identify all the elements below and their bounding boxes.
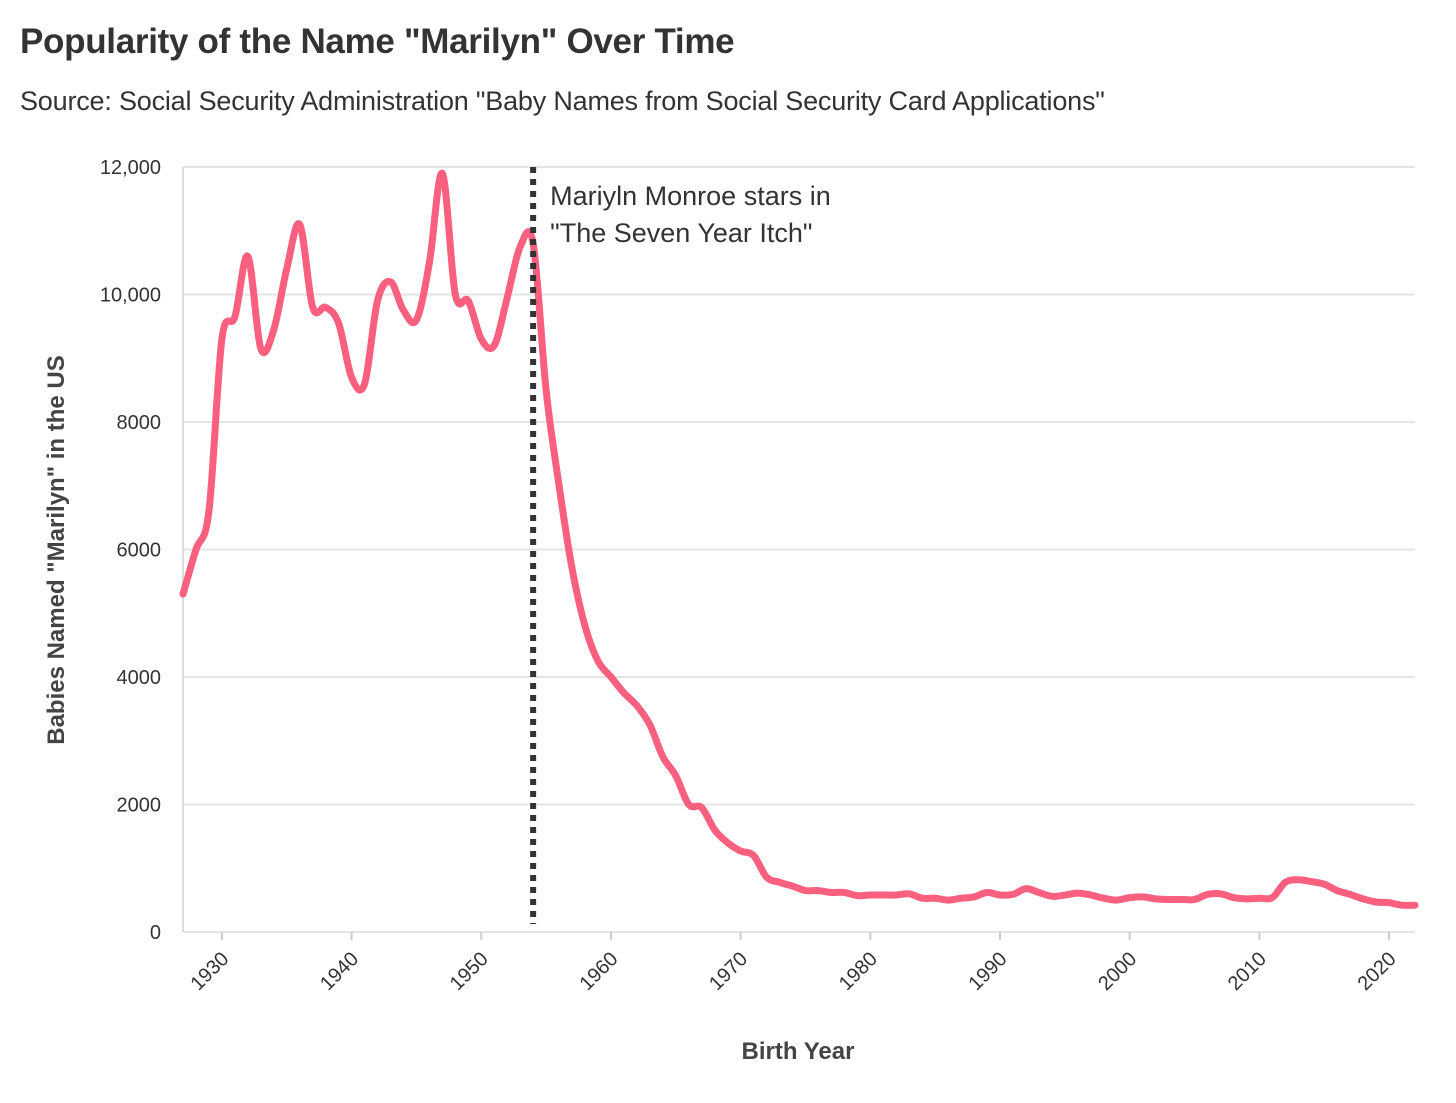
y-tick-label: 6000 <box>117 540 162 562</box>
y-tick-label: 12,000 <box>100 157 161 179</box>
x-tick-label: 1930 <box>186 948 233 995</box>
y-axis-ticks: 0 2000 4000 6000 8000 10,000 12,000 <box>100 157 161 944</box>
annotation-text: Mariyln Monroe stars in <box>550 181 831 211</box>
y-tick-label: 2000 <box>117 795 162 817</box>
series-layer <box>179 169 1419 909</box>
x-tick-label: 1960 <box>575 948 622 995</box>
gridlines <box>183 166 1415 933</box>
x-axis-ticks: 1930 1940 1950 1960 1970 1980 1990 2000 2010 2020 <box>186 932 1401 995</box>
y-tick-label: 4000 <box>117 667 162 689</box>
annotation: Mariyln Monroe stars in "The Seven Year I… <box>530 167 831 924</box>
y-tick-label: 10,000 <box>100 285 161 307</box>
x-tick-label: 1990 <box>965 948 1012 995</box>
y-tick-label: 8000 <box>117 412 162 434</box>
x-tick-label: 2020 <box>1354 948 1401 995</box>
x-tick-label: 1980 <box>835 948 882 995</box>
x-tick-label: 2000 <box>1094 948 1141 995</box>
x-tick-label: 1970 <box>705 948 752 995</box>
x-axis-title: Birth Year <box>742 1038 855 1065</box>
chart-title: Popularity of the Name "Marilyn" Over Ti… <box>20 22 735 61</box>
y-tick-label: 0 <box>150 922 161 944</box>
chart-subtitle: Source: Social Security Administration "… <box>20 86 1105 116</box>
series-line <box>179 169 1419 909</box>
y-axis-title: Babies Named "Marilyn" in the US <box>43 355 70 745</box>
annotation-text: "The Seven Year Itch" <box>550 218 812 248</box>
x-tick-label: 1950 <box>446 948 493 995</box>
x-tick-label: 2010 <box>1224 948 1271 995</box>
x-tick-label: 1940 <box>316 948 363 995</box>
